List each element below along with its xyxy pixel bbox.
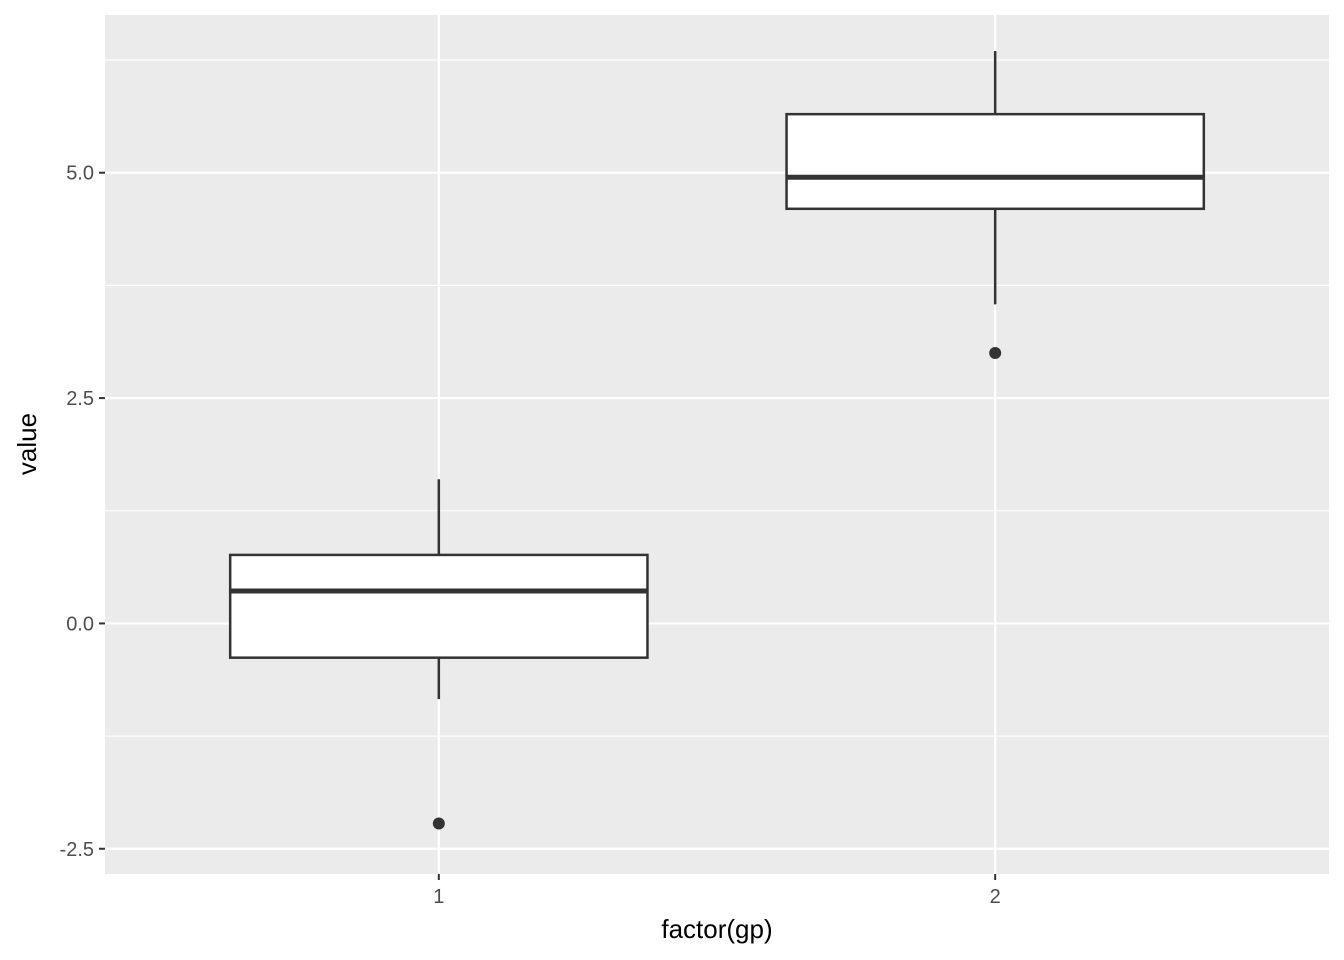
x-tick-label: 2 — [990, 886, 1001, 908]
y-tick-label: 2.5 — [66, 388, 94, 410]
y-axis-title: value — [12, 413, 42, 475]
outlier-point — [432, 817, 445, 830]
x-tick-label: 1 — [433, 886, 444, 908]
box-group-2 — [785, 51, 1206, 360]
major-gridlines — [105, 15, 1329, 874]
outlier-point — [989, 347, 1002, 360]
box — [785, 112, 1206, 211]
box — [228, 553, 649, 659]
y-axis: -2.5 0.0 2.5 5.0 — [60, 163, 105, 861]
y-tick-label: 0.0 — [66, 613, 94, 635]
y-tick-label: 5.0 — [66, 163, 94, 185]
box-group-1 — [228, 479, 649, 830]
y-tick-label: -2.5 — [60, 839, 94, 861]
x-axis-title: factor(gp) — [661, 914, 772, 944]
minor-gridlines — [105, 59, 1329, 737]
boxes — [228, 51, 1206, 830]
